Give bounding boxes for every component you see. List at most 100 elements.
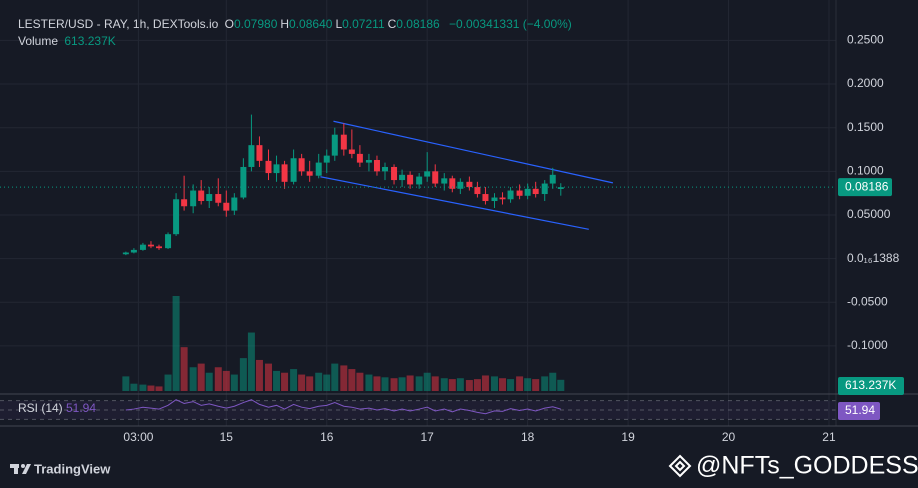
- trendline: [333, 120, 614, 184]
- tradingview-logo: [10, 464, 31, 474]
- candle-body: [181, 199, 188, 207]
- candle-body: [532, 188, 539, 195]
- y-tick-label: 0.1000: [847, 164, 884, 178]
- volume-bar: [448, 379, 456, 391]
- x-tick-label: 19: [621, 430, 635, 444]
- volume-bar: [440, 378, 448, 391]
- volume-bar: [222, 370, 230, 391]
- volume-bar: [406, 375, 414, 391]
- candle-body: [173, 199, 180, 235]
- volume-box: [838, 377, 904, 395]
- volume-bar: [281, 372, 289, 391]
- change: −0.00341331 (−4.00%): [449, 17, 572, 31]
- volume-bar: [205, 372, 213, 391]
- volume-bar: [189, 367, 197, 391]
- candle-body: [482, 194, 489, 202]
- candle-body: [306, 171, 313, 176]
- volume-bar: [507, 379, 515, 391]
- y-tick-label: -0.1000: [847, 338, 888, 352]
- volume-bar: [473, 379, 481, 391]
- volume-bar: [532, 379, 540, 391]
- symbol: LESTER/USD - RAY, 1h, DEXTools.io: [18, 17, 219, 31]
- volume-bar: [340, 365, 348, 391]
- candle-body: [541, 183, 548, 195]
- candle-body: [315, 162, 322, 176]
- watermark-icon: [668, 454, 692, 478]
- candle-body: [240, 166, 247, 198]
- volume-bar: [130, 383, 138, 391]
- legend-key: L: [335, 17, 343, 31]
- candle-body: [206, 194, 213, 202]
- candle-body: [365, 159, 372, 163]
- volume-bar: [315, 372, 323, 391]
- volume-bar: [541, 376, 549, 391]
- volume-bar: [356, 372, 364, 391]
- volume-bar: [122, 376, 130, 391]
- candle-body: [424, 171, 431, 177]
- y-tick-label: 0.1500: [847, 120, 884, 134]
- x-tick-label: 16: [320, 430, 334, 444]
- volume-bar: [264, 363, 272, 391]
- candle-body: [499, 197, 506, 200]
- brand: TradingView: [34, 461, 111, 476]
- watermark: @NFTs_GODDESS: [696, 452, 918, 480]
- volume-bar: [298, 374, 306, 391]
- legend-value: 0.07980: [233, 17, 278, 31]
- ohlc: O0.07980 H0.08640 L0.07211 C0.08186: [225, 17, 443, 31]
- candle-body: [407, 174, 414, 185]
- volume-bar: [147, 385, 155, 391]
- candle-body: [466, 181, 473, 188]
- candle-body: [449, 178, 456, 189]
- x-tick-label: 20: [722, 430, 736, 444]
- candle-body: [441, 178, 448, 184]
- volume-bar: [415, 376, 423, 391]
- candle-body: [223, 202, 230, 211]
- candle-body: [273, 164, 280, 174]
- legend-value: 0.08186: [396, 17, 440, 31]
- volume-bar: [172, 296, 180, 391]
- candle-body: [432, 171, 439, 184]
- candle-body: [348, 149, 355, 154]
- candle-body: [290, 158, 297, 182]
- volume-name: Volume: [18, 34, 59, 48]
- volume-bar: [180, 347, 188, 391]
- y-tick-label: 0.2500: [847, 33, 884, 47]
- volume-bar: [323, 374, 331, 391]
- candle-body: [190, 190, 197, 207]
- volume-bar: [557, 379, 565, 391]
- last-price-box: [838, 178, 892, 197]
- legend-row: Volume 613.237K: [18, 33, 575, 50]
- volume-bar: [164, 374, 172, 391]
- rsi-box: [838, 402, 880, 420]
- legend-key: O: [224, 17, 234, 31]
- x-tick-label: 18: [521, 430, 535, 444]
- candle-body: [549, 174, 556, 184]
- volume-bar: [273, 370, 281, 391]
- x-tick-label: 17: [421, 430, 435, 444]
- rsi-legend-value: 51.94: [66, 401, 96, 415]
- legend: LESTER/USD - RAY, 1h, DEXTools.io O0.079…: [18, 16, 575, 50]
- y-tick-label: 0.05000: [847, 207, 891, 221]
- volume-bar: [306, 376, 314, 391]
- volume-bar: [490, 376, 498, 391]
- volume-bar: [197, 363, 205, 391]
- volume-bar: [290, 369, 298, 391]
- candle-body: [331, 134, 338, 156]
- volume-bar: [398, 377, 406, 391]
- candle-body: [298, 158, 305, 172]
- candle-body: [122, 252, 129, 255]
- last-price-label: 0.08186: [845, 179, 889, 193]
- volume-bar: [390, 378, 398, 391]
- candle-body: [457, 181, 464, 189]
- x-tick-label: 03:00: [123, 430, 153, 444]
- volume-bar: [481, 375, 489, 391]
- volume-bar: [214, 367, 222, 391]
- volume-bar: [139, 384, 147, 391]
- candle-body: [139, 244, 146, 250]
- candle-body: [323, 155, 330, 163]
- volume-bar: [456, 378, 464, 391]
- volume-bar: [423, 372, 431, 391]
- candle-body: [474, 187, 481, 195]
- candle-body: [382, 166, 389, 172]
